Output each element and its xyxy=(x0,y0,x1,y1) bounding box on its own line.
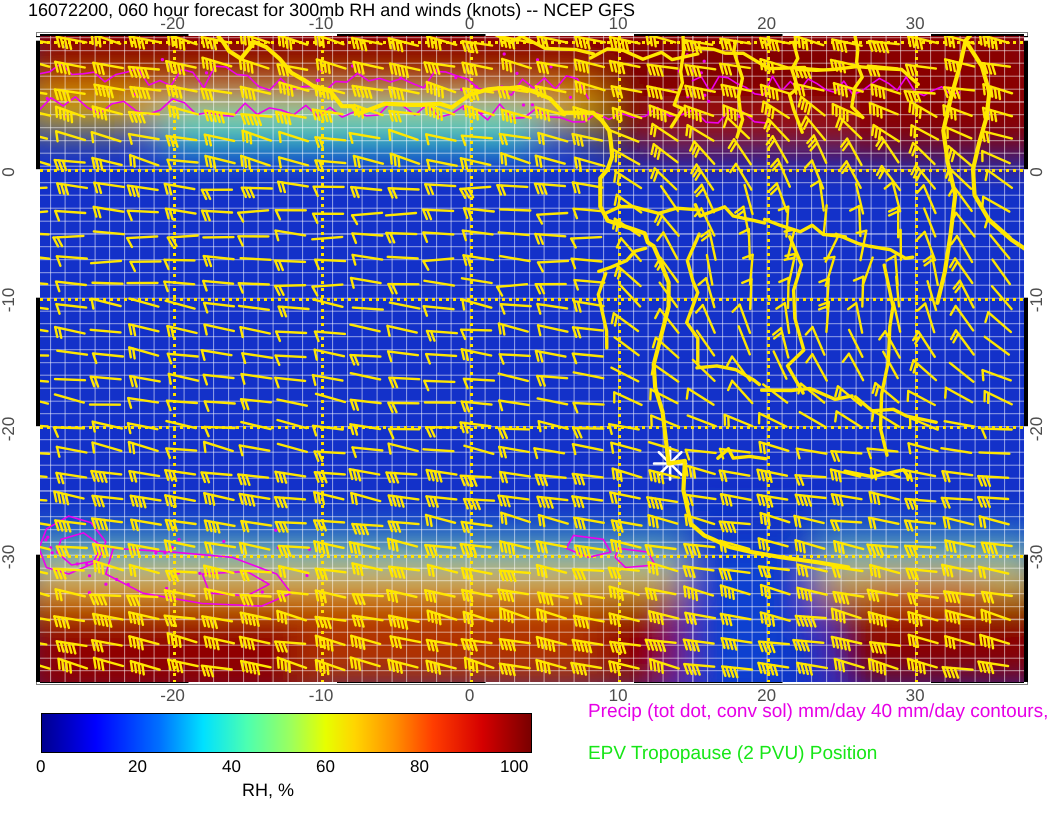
svg-text:-20: -20 xyxy=(0,417,18,442)
svg-text:0: 0 xyxy=(1027,167,1046,176)
svg-text:0: 0 xyxy=(0,167,18,176)
svg-text:-20: -20 xyxy=(1027,417,1046,442)
svg-text:-30: -30 xyxy=(0,545,18,570)
svg-text:-30: -30 xyxy=(1027,545,1046,570)
svg-text:-10: -10 xyxy=(1027,288,1046,313)
svg-text:-10: -10 xyxy=(0,288,18,313)
